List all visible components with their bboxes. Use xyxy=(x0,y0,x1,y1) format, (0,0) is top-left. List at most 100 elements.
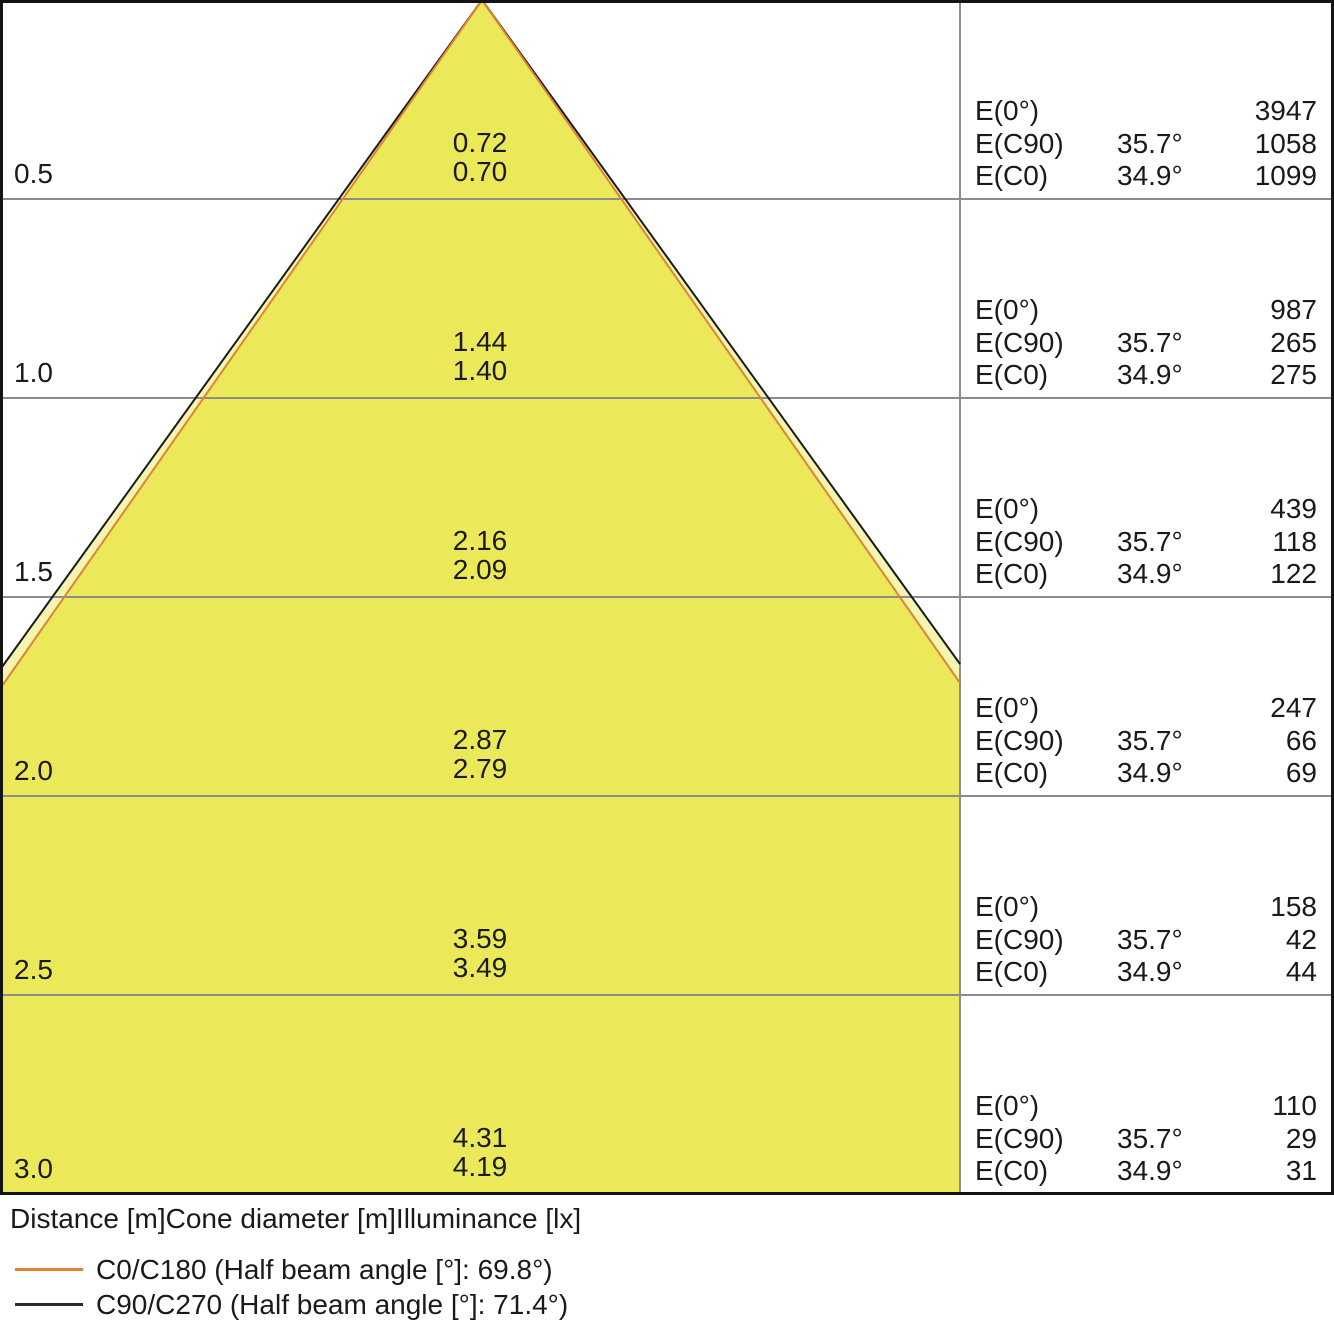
e0-label: E(0°) xyxy=(975,95,1040,126)
ec0-label: E(C0) xyxy=(975,160,1049,191)
ec0-angle: 34.9° xyxy=(1117,757,1183,788)
c90-beam-edge-left xyxy=(1,0,483,668)
ec0-angle: 34.9° xyxy=(1117,558,1183,589)
table-row: E(C90) 35.7° 29 xyxy=(975,1123,1317,1156)
c90-beam-edge-right xyxy=(481,0,961,665)
ec90-value: 29 xyxy=(1285,1122,1317,1154)
cone-diameter-c90: 3.59 xyxy=(452,923,508,954)
ec0-label: E(C0) xyxy=(975,1155,1049,1186)
legend-label: C0/C180 (Half beam angle [°]: 69.8°) xyxy=(96,1253,553,1285)
cone-diameters-2.0m: 2.87 2.79 xyxy=(380,724,580,784)
ec0-value: 1099 xyxy=(1254,160,1317,191)
c0-beam-edge-right xyxy=(481,0,961,684)
e0-value: 3947 xyxy=(1254,95,1317,126)
ec0-value: 122 xyxy=(1270,558,1317,589)
ec90-label: E(C90) xyxy=(975,326,1064,358)
table-row: E(0°) 247 xyxy=(975,692,1317,725)
table-row: E(C90) 35.7° 66 xyxy=(975,725,1317,758)
ec0-angle: 34.9° xyxy=(1117,1155,1183,1186)
distance-label-1.0: 1.0 xyxy=(14,357,53,388)
ec90-label: E(C90) xyxy=(975,525,1064,557)
cone-diameters-1.5m: 2.16 2.09 xyxy=(380,525,580,584)
cone-diameter-c90: 4.31 xyxy=(452,1122,508,1153)
ec0-label: E(C0) xyxy=(975,558,1049,589)
distance-label-2.5: 2.5 xyxy=(14,954,53,985)
ec0-angle: 34.9° xyxy=(1117,359,1183,390)
table-row: E(C90) 35.7° 42 xyxy=(975,924,1317,957)
e0-label: E(0°) xyxy=(975,891,1040,922)
table-row: E(C0) 34.9° 69 xyxy=(975,757,1317,790)
ec90-label: E(C90) xyxy=(975,724,1064,756)
ec90-value: 118 xyxy=(1272,525,1317,557)
illuminance-table-1.0m: E(0°) 987 E(C90) 35.7° 265 E(C0) 34.9° 2… xyxy=(975,294,1317,392)
illuminance-table-3.0m: E(0°) 110 E(C90) 35.7° 29 E(C0) 34.9° 31 xyxy=(975,1090,1317,1188)
table-row: E(C0) 34.9° 44 xyxy=(975,956,1317,989)
ec90-angle: 35.7° xyxy=(1117,923,1183,955)
distance-label-1.5: 1.5 xyxy=(14,556,53,587)
cone-diameters-2.5m: 3.59 3.49 xyxy=(380,923,580,983)
table-row: E(C0) 34.9° 122 xyxy=(975,558,1317,591)
cone-diameters-1.0m: 1.44 1.40 xyxy=(380,326,580,386)
axis-caption: Distance [m]Cone diameter [m]Illuminance… xyxy=(10,1203,582,1234)
ec0-angle: 34.9° xyxy=(1117,160,1183,191)
cone-diameter-c90: 2.87 xyxy=(452,724,508,755)
c0-line-swatch xyxy=(15,1268,83,1271)
cone-diameter-c0: 4.19 xyxy=(452,1150,508,1182)
e0-value: 247 xyxy=(1270,692,1317,723)
table-row: E(C0) 34.9° 275 xyxy=(975,359,1317,392)
cone-diameter-c90: 1.44 xyxy=(452,326,508,357)
table-row: E(0°) 439 xyxy=(975,493,1317,526)
ec0-value: 69 xyxy=(1285,757,1317,788)
table-row: E(C0) 34.9° 1099 xyxy=(975,160,1317,193)
distance-label-0.5: 0.5 xyxy=(14,158,53,189)
illuminance-table-2.5m: E(0°) 158 E(C90) 35.7° 42 E(C0) 34.9° 44 xyxy=(975,891,1317,989)
ec90-label: E(C90) xyxy=(975,923,1064,955)
e0-label: E(0°) xyxy=(975,493,1040,524)
legend-item-c90-c270: C90/C270 (Half beam angle [°]: 71.4°) xyxy=(15,1287,568,1322)
cone-plot xyxy=(0,0,1334,1195)
cone-diameter-c0: 0.70 xyxy=(452,155,508,187)
ec0-label: E(C0) xyxy=(975,757,1049,788)
legend-label: C90/C270 (Half beam angle [°]: 71.4°) xyxy=(96,1288,569,1320)
ec90-value: 42 xyxy=(1285,923,1317,955)
e0-value: 987 xyxy=(1270,294,1317,325)
ec0-angle: 34.9° xyxy=(1117,956,1183,987)
ec90-angle: 35.7° xyxy=(1117,525,1183,557)
ec90-angle: 35.7° xyxy=(1117,127,1183,159)
cone-diameter-c90: 0.72 xyxy=(452,127,508,158)
illuminance-table-1.5m: E(0°) 439 E(C90) 35.7° 118 E(C0) 34.9° 1… xyxy=(975,493,1317,591)
distance-label-3.0: 3.0 xyxy=(14,1153,53,1184)
cone-diameter-c90: 2.16 xyxy=(452,525,508,556)
c0-beam-edge-left xyxy=(1,0,483,687)
e0-value: 110 xyxy=(1272,1090,1317,1121)
cone-diameter-c0: 1.40 xyxy=(452,354,508,386)
c90-line-swatch xyxy=(15,1303,83,1306)
cone-diameters-0.5m: 0.72 0.70 xyxy=(380,127,580,187)
cone-diameter-c0: 3.49 xyxy=(452,951,508,983)
table-row: E(0°) 110 xyxy=(975,1090,1317,1123)
table-row: E(0°) 158 xyxy=(975,891,1317,924)
ec0-label: E(C0) xyxy=(975,359,1049,390)
table-row: E(C0) 34.9° 31 xyxy=(975,1155,1317,1188)
legend-item-c0-c180: C0/C180 (Half beam angle [°]: 69.8°) xyxy=(15,1252,568,1287)
illuminance-table-2.0m: E(0°) 247 E(C90) 35.7° 66 E(C0) 34.9° 69 xyxy=(975,692,1317,790)
table-row: E(0°) 3947 xyxy=(975,95,1317,128)
ec0-value: 275 xyxy=(1270,359,1317,390)
ec0-label: E(C0) xyxy=(975,956,1049,987)
ec90-angle: 35.7° xyxy=(1117,326,1183,358)
ec0-value: 44 xyxy=(1285,956,1317,987)
e0-label: E(0°) xyxy=(975,294,1040,325)
diagram-border xyxy=(0,0,1334,1195)
e0-value: 158 xyxy=(1270,891,1317,922)
table-row: E(C90) 35.7° 118 xyxy=(975,526,1317,559)
ec90-value: 1058 xyxy=(1254,127,1317,159)
e0-label: E(0°) xyxy=(975,1090,1040,1121)
cone-diameter-c0: 2.79 xyxy=(452,752,508,784)
ec90-label: E(C90) xyxy=(975,127,1064,159)
distance-label-2.0: 2.0 xyxy=(14,755,53,786)
table-row: E(C90) 35.7° 1058 xyxy=(975,128,1317,161)
ec90-angle: 35.7° xyxy=(1117,724,1183,756)
ec90-angle: 35.7° xyxy=(1117,1122,1183,1154)
table-row: E(0°) 987 xyxy=(975,294,1317,327)
